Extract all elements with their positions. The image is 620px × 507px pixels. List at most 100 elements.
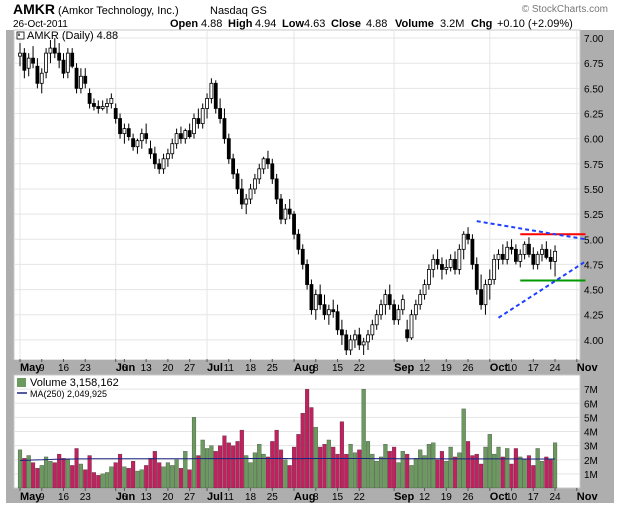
volume-bar bbox=[418, 449, 423, 489]
volume-bar bbox=[378, 456, 384, 489]
candle-body bbox=[305, 264, 310, 285]
candle bbox=[387, 284, 392, 310]
volume-bar bbox=[291, 446, 297, 489]
candle bbox=[26, 53, 31, 77]
candle-body bbox=[79, 75, 83, 89]
candle-body bbox=[183, 130, 188, 140]
candle bbox=[35, 58, 40, 89]
candle-body bbox=[392, 304, 397, 321]
volume-bar bbox=[426, 444, 431, 489]
candle bbox=[444, 259, 449, 275]
candle bbox=[518, 249, 523, 268]
candle bbox=[135, 138, 140, 154]
volume-bar bbox=[222, 435, 227, 489]
candle bbox=[70, 48, 75, 69]
volume-bar bbox=[496, 446, 501, 489]
candle bbox=[39, 68, 44, 94]
volume-bar bbox=[200, 439, 205, 489]
volume-date-tick-label: 22 bbox=[354, 492, 366, 503]
candle-body bbox=[65, 52, 70, 73]
candle-body bbox=[209, 82, 214, 99]
price-date-tick-label: 27 bbox=[184, 363, 196, 374]
candle bbox=[287, 199, 292, 220]
volume-bar bbox=[500, 456, 505, 489]
candle bbox=[509, 239, 514, 255]
candle-body bbox=[70, 52, 75, 67]
price-date-tick-label: 8 bbox=[313, 363, 319, 374]
candle-body bbox=[165, 153, 170, 160]
candle-body bbox=[387, 294, 392, 306]
candle bbox=[496, 249, 501, 270]
price-tick-label: 4.25 bbox=[584, 311, 604, 322]
candle bbox=[79, 68, 83, 94]
candle-legend-icon bbox=[18, 33, 20, 36]
candle bbox=[396, 304, 401, 325]
price-date-tick-label: Oct bbox=[490, 362, 509, 374]
candle-body bbox=[431, 258, 436, 270]
price-date-tick-label: 11 bbox=[224, 363, 235, 374]
price-tick-label: 7.00 bbox=[584, 34, 604, 45]
candle-body bbox=[527, 243, 531, 255]
candle bbox=[313, 289, 318, 320]
volume-bar bbox=[126, 468, 131, 489]
candle-body bbox=[466, 233, 470, 240]
volume-bar bbox=[183, 451, 188, 489]
candle bbox=[270, 158, 275, 184]
price-tick-label: 6.50 bbox=[584, 84, 604, 95]
candle bbox=[300, 244, 305, 270]
candle-body bbox=[87, 92, 92, 104]
watermark: © StockCharts.com bbox=[522, 4, 608, 15]
candle-body bbox=[296, 233, 301, 250]
candle bbox=[266, 150, 270, 169]
volume-bar bbox=[22, 458, 27, 489]
candle bbox=[392, 299, 397, 325]
price-date-tick-label: 23 bbox=[80, 363, 92, 374]
candle bbox=[213, 80, 218, 114]
price-tick-label: 5.50 bbox=[584, 185, 604, 196]
candle-body bbox=[74, 67, 79, 89]
volume-legend-label: Volume 3,158,162 bbox=[30, 377, 119, 389]
candle-body bbox=[270, 163, 275, 180]
volume-bar bbox=[44, 456, 49, 489]
candle bbox=[344, 329, 349, 355]
candle-body bbox=[283, 208, 288, 220]
price-legend-label: AMKR (Daily) 4.88 bbox=[27, 30, 118, 42]
candle bbox=[165, 148, 170, 167]
price-tick-label: 6.00 bbox=[584, 135, 604, 146]
candle-body bbox=[252, 178, 257, 190]
candle-body bbox=[239, 188, 244, 205]
candle-body bbox=[44, 52, 48, 73]
price-date-tick-label: 10 bbox=[506, 363, 518, 374]
candle-body bbox=[192, 118, 196, 135]
company-name: (Amkor Technology, Inc.) bbox=[58, 5, 179, 17]
ticker-symbol: AMKR bbox=[13, 1, 55, 17]
price-date-tick-label: May bbox=[20, 362, 42, 374]
triangle-lower-line bbox=[497, 260, 587, 319]
volume-bar bbox=[465, 441, 471, 489]
price-date-tick-label: 25 bbox=[267, 363, 279, 374]
volume-bar bbox=[35, 468, 40, 489]
volume-bar bbox=[135, 470, 140, 489]
candle-body bbox=[83, 75, 88, 84]
candle-body bbox=[100, 106, 105, 109]
candle bbox=[400, 294, 405, 315]
price-date-tick-label: 6 bbox=[122, 363, 128, 374]
volume-bar bbox=[452, 456, 458, 489]
candle bbox=[514, 244, 518, 265]
candle bbox=[548, 249, 553, 270]
price-tick-label: 4.00 bbox=[584, 336, 604, 347]
price-date-tick-label: 13 bbox=[141, 363, 153, 374]
candle bbox=[118, 113, 122, 139]
candle-body bbox=[174, 133, 179, 145]
volume-bar bbox=[78, 463, 83, 489]
candle bbox=[366, 329, 370, 350]
candle bbox=[200, 103, 205, 129]
candle bbox=[144, 123, 149, 144]
candle-body bbox=[261, 158, 266, 170]
candle bbox=[361, 337, 366, 355]
candle bbox=[105, 98, 109, 114]
volume-bar bbox=[191, 417, 197, 489]
candle bbox=[100, 100, 105, 111]
